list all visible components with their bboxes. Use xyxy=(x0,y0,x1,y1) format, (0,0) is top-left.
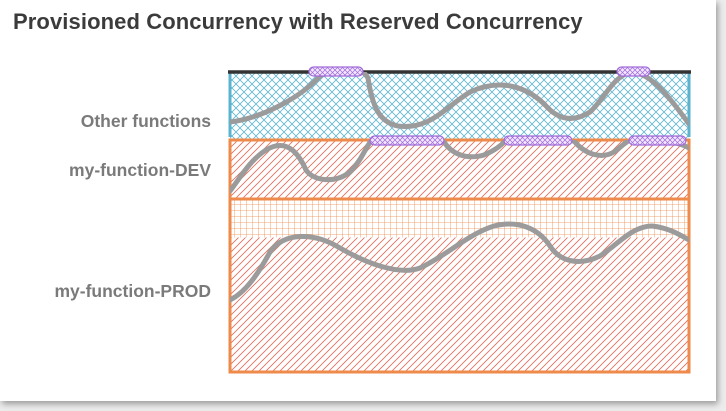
provisioned-marker xyxy=(308,66,364,77)
row-label-my-function-prod: my-function-PROD xyxy=(54,281,211,301)
prod-usage-curve xyxy=(230,221,689,303)
diagram-title: Provisioned Concurrency with Reserved Co… xyxy=(13,9,583,34)
other-functions-region xyxy=(228,70,691,140)
row-label-other-functions: Other functions xyxy=(80,111,211,131)
dev-usage-curve xyxy=(230,140,689,194)
provisioned-marker xyxy=(503,135,573,146)
my-function-prod-region xyxy=(228,197,691,374)
row-label-my-function-dev: my-function-DEV xyxy=(69,160,211,180)
diagram-card: Provisioned Concurrency with Reserved Co… xyxy=(0,0,716,401)
provisioned-marker xyxy=(369,135,445,146)
provisioned-marker xyxy=(628,135,687,146)
concurrency-diagram xyxy=(228,66,691,374)
provisioned-marker xyxy=(616,66,651,77)
